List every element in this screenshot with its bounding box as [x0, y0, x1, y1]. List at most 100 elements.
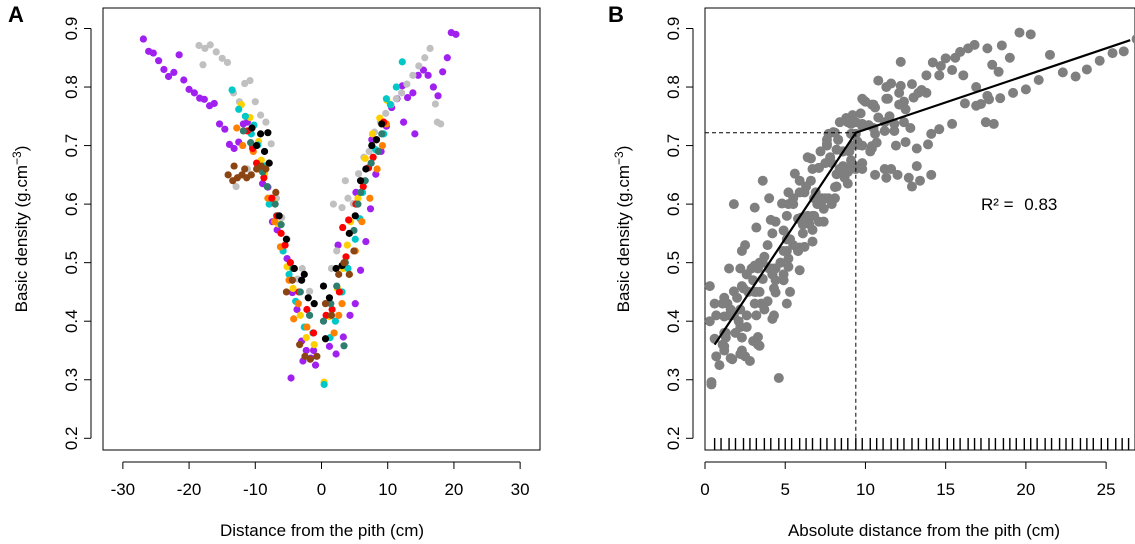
panel-b-y-tick-label: 0.3	[664, 368, 683, 392]
panel-b-point	[783, 253, 794, 264]
panel-a-plot-frame	[102, 7, 541, 451]
panel-a-point	[256, 130, 265, 138]
panel-b-rug	[713, 438, 1130, 450]
panel-b-point	[857, 93, 868, 104]
panel-a-point	[275, 212, 283, 220]
panel-b-point	[987, 59, 998, 70]
panel-b-point	[911, 161, 922, 172]
panel-b-point	[834, 163, 845, 174]
panel-b-point	[916, 84, 927, 95]
panel-b-point	[728, 199, 739, 210]
panel-b-point	[783, 261, 794, 272]
panel-a-point	[253, 141, 261, 150]
panel-b-point	[927, 57, 938, 68]
panel-a-point	[265, 200, 273, 208]
panel-a-point	[285, 270, 293, 278]
panel-a-point	[340, 259, 348, 267]
panel-b-y-axis-title-exponent: −3	[612, 151, 626, 165]
panel-a-point	[338, 300, 346, 308]
panel-a-point	[332, 350, 340, 358]
panel-b-point	[778, 275, 789, 286]
panel-a-point	[282, 288, 291, 296]
panel-b-point	[866, 99, 877, 110]
panel-a-point	[296, 288, 304, 296]
panel-a-point	[424, 71, 432, 79]
panel-a-point	[345, 270, 353, 278]
panel-b-point	[934, 124, 945, 135]
panel-a-y-tick-label: 0.2	[62, 426, 81, 450]
panel-b-point	[751, 310, 762, 321]
panel-a-point	[294, 300, 302, 308]
panel-b-point	[767, 228, 778, 239]
panel-b-point	[980, 117, 991, 128]
panel-a-x-tick-label: 10	[378, 480, 397, 499]
panel-a-point	[149, 49, 157, 57]
panel-b-point	[730, 327, 741, 338]
panel-b-point	[846, 118, 857, 129]
panel-b-point	[807, 236, 818, 247]
panel-a-point	[335, 270, 343, 278]
panel-a-point	[346, 311, 354, 319]
panel-b-x-tick-label: 5	[780, 480, 789, 499]
panel-a-point	[359, 182, 367, 191]
panel-a-point	[262, 118, 270, 126]
panel-a-point	[335, 311, 343, 319]
panel-a-y-axis-title-text: Basic density (g.cm	[12, 165, 31, 312]
panel-b-point	[857, 163, 868, 174]
panel-a-point	[362, 237, 370, 246]
panel-a-y-axis-title-close: )	[12, 146, 31, 152]
panel-b-point	[829, 193, 840, 204]
panel-b-point	[993, 66, 1004, 77]
panel-b-point	[892, 169, 903, 180]
panel-a-point	[392, 95, 400, 103]
panel-b-point	[881, 93, 892, 104]
panel-a-point	[302, 346, 310, 355]
panel-a-point	[239, 141, 247, 150]
panel-b-point	[773, 372, 784, 383]
panel-b-x-tick-label: 10	[856, 480, 875, 499]
panel-b-point	[1008, 87, 1019, 98]
panel-b-point	[815, 146, 826, 157]
panel-a-point	[271, 200, 279, 208]
panel-b-x-tick-label: 25	[1097, 480, 1116, 499]
panel-a-point	[378, 120, 386, 128]
panel-a-point	[224, 171, 232, 179]
panel-a-point	[262, 165, 270, 173]
panel-a-point	[328, 305, 336, 314]
panel-b-point	[1004, 52, 1015, 63]
panel-a-point	[356, 266, 365, 274]
panel-b-point	[911, 143, 922, 154]
panel-b-point	[736, 245, 747, 256]
panel-a-point	[190, 89, 198, 97]
panel-b-point	[900, 137, 911, 148]
panel-b-y-tick-label: 0.8	[664, 75, 683, 99]
panel-a-point	[356, 188, 365, 197]
panel-a-point	[342, 253, 350, 261]
panel-a-point	[241, 112, 249, 120]
panel-b-point	[906, 79, 917, 90]
panel-a-point	[362, 165, 370, 173]
panel-a-point	[433, 118, 441, 126]
panel-b-point	[768, 283, 779, 294]
panel-b-point	[995, 93, 1006, 104]
panel-a-point	[305, 287, 314, 295]
panel-b-point	[794, 175, 805, 186]
panel-b-y-axis-title-text: Basic density (g.cm	[614, 165, 633, 312]
panel-a-point	[230, 144, 238, 153]
panel-b-point	[871, 137, 882, 148]
panel-a-point	[332, 264, 340, 273]
panel-b-point	[886, 163, 897, 174]
panel-a-point	[221, 125, 229, 133]
panel-b-point	[926, 128, 937, 139]
panel-a-point	[277, 221, 285, 229]
panel-a-x-tick-label: -30	[111, 480, 136, 499]
piecewise-fit-line	[713, 39, 1131, 346]
panel-b-y-axis: 0.2 0.3 0.4 0.5 0.6 0.7 0.8 0.9	[664, 17, 694, 450]
panel-a-point	[300, 270, 308, 278]
panel-a-point	[368, 130, 377, 138]
panel-b-point	[1107, 48, 1118, 59]
panel-a-y-axis-title-exponent: −3	[10, 151, 24, 165]
panel-a-point	[277, 229, 285, 237]
panel-a-point	[378, 130, 386, 138]
